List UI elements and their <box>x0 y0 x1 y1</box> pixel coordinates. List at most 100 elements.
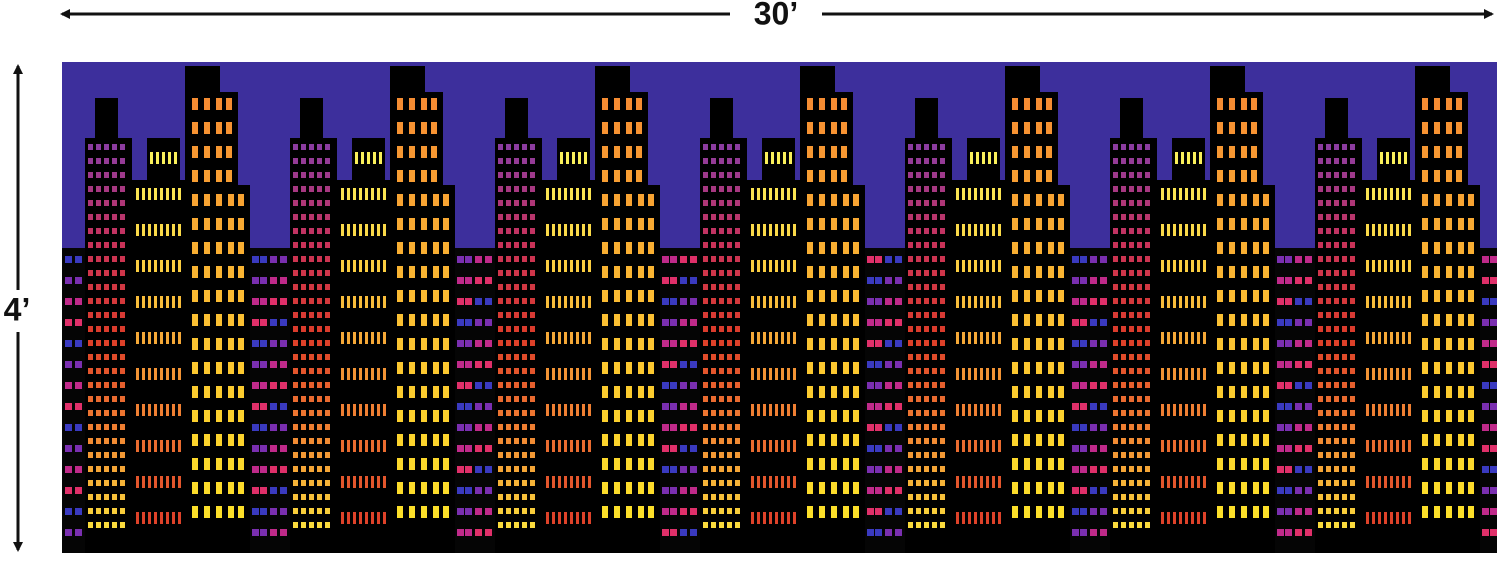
window <box>1137 494 1142 500</box>
bg-window <box>1072 256 1079 263</box>
window <box>443 314 449 326</box>
bg-window <box>1285 445 1292 452</box>
window <box>506 186 511 192</box>
window <box>1137 438 1142 444</box>
window <box>514 522 519 528</box>
window <box>735 340 740 346</box>
window <box>1422 122 1428 134</box>
window <box>940 298 945 304</box>
bg-window <box>1080 361 1087 368</box>
bg-window <box>465 298 472 305</box>
window <box>831 170 837 182</box>
window-stripe <box>980 404 983 416</box>
window <box>216 410 222 422</box>
window <box>916 284 921 290</box>
window <box>301 172 306 178</box>
window <box>301 452 306 458</box>
window <box>88 410 93 416</box>
window <box>1446 146 1452 158</box>
window <box>1350 242 1355 248</box>
window <box>636 98 642 110</box>
window-stripe <box>1197 260 1200 272</box>
window <box>1434 98 1440 110</box>
window <box>96 256 101 262</box>
window-stripe <box>558 260 561 272</box>
window-stripe <box>1179 368 1182 380</box>
bg-window <box>475 319 482 326</box>
bg-window <box>1090 445 1097 452</box>
window-stripe <box>765 152 768 164</box>
window <box>325 144 330 150</box>
window <box>1217 98 1223 110</box>
window <box>924 242 929 248</box>
window-stripe <box>998 188 1001 200</box>
window <box>1012 458 1018 470</box>
window <box>1422 386 1428 398</box>
window-stripe <box>371 512 374 524</box>
window <box>1229 146 1235 158</box>
window-stripe <box>347 224 350 236</box>
window <box>293 242 298 248</box>
window <box>807 434 813 446</box>
window <box>703 186 708 192</box>
window-stripe <box>588 260 591 272</box>
window <box>626 146 632 158</box>
window <box>238 362 244 374</box>
bg-window <box>65 466 72 473</box>
window-stripe <box>1384 332 1387 344</box>
window <box>309 256 314 262</box>
window <box>1434 266 1440 278</box>
window <box>216 314 222 326</box>
window <box>514 242 519 248</box>
window <box>602 122 608 134</box>
window-stripe <box>1181 152 1184 164</box>
bg-window <box>875 382 882 389</box>
window <box>96 284 101 290</box>
window-stripe <box>775 440 778 452</box>
window <box>1318 438 1323 444</box>
window <box>626 266 632 278</box>
skyline <box>65 66 1497 553</box>
bg-window <box>1285 403 1292 410</box>
window <box>120 298 125 304</box>
window-stripe <box>560 152 563 164</box>
window <box>204 146 210 158</box>
window <box>104 200 109 206</box>
window <box>192 170 198 182</box>
bg-window <box>465 361 472 368</box>
window <box>908 298 913 304</box>
window <box>1121 382 1126 388</box>
window <box>1253 482 1259 494</box>
window <box>325 452 330 458</box>
window <box>309 368 314 374</box>
bg-window <box>680 466 687 473</box>
window-stripe <box>367 152 370 164</box>
bg-window <box>252 319 259 326</box>
window <box>1036 170 1042 182</box>
window <box>1326 424 1331 430</box>
window <box>317 410 322 416</box>
window-stripe <box>347 404 350 416</box>
window <box>1253 410 1259 422</box>
window <box>204 386 210 398</box>
window-stripe <box>371 188 374 200</box>
window-stripe <box>552 476 555 488</box>
bg-window <box>1285 487 1292 494</box>
window <box>1263 290 1269 302</box>
window-stripe <box>1408 188 1411 200</box>
window <box>1342 494 1347 500</box>
window <box>1318 326 1323 332</box>
window-stripe <box>1380 152 1383 164</box>
window <box>309 228 314 234</box>
window-stripe <box>148 404 151 416</box>
tower-top <box>1005 66 1040 96</box>
building <box>1360 180 1415 553</box>
window <box>1422 98 1428 110</box>
window <box>506 382 511 388</box>
window <box>1129 312 1134 318</box>
window-stripe <box>1366 260 1369 272</box>
window <box>120 452 125 458</box>
window <box>1145 242 1150 248</box>
window <box>1434 482 1440 494</box>
window <box>226 98 232 110</box>
